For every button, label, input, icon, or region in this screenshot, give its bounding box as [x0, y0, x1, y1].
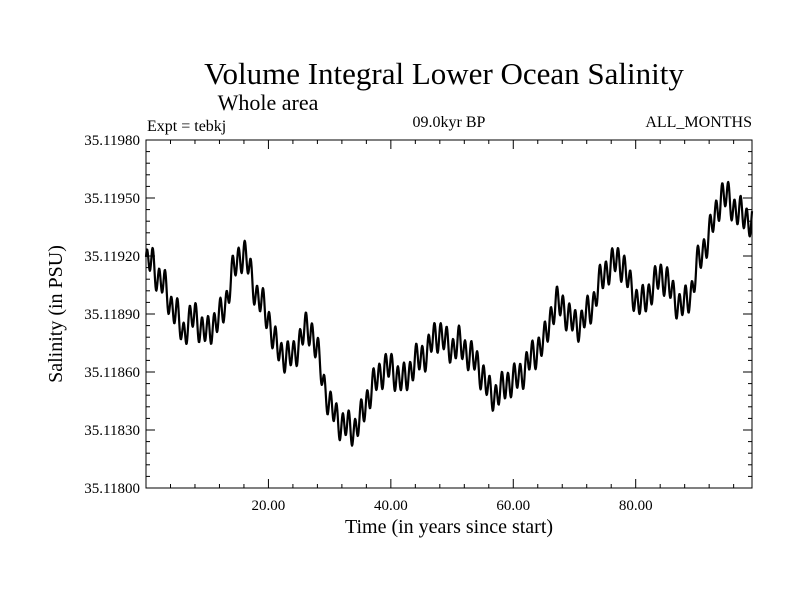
y-axis-label: Salinity (in PSU): [45, 245, 67, 383]
y-tick-label: 35.11920: [84, 249, 140, 265]
x-tick-label: 20.00: [252, 498, 286, 514]
x-tick-label: 40.00: [374, 498, 408, 514]
period-label: 09.0kyr BP: [413, 114, 486, 131]
chart-subtitle: Whole area: [218, 90, 319, 115]
x-axis-label: Time (in years since start): [345, 516, 553, 538]
y-tick-label: 35.11980: [84, 133, 140, 149]
months-label: ALL_MONTHS: [645, 114, 752, 131]
chart-title: Volume Integral Lower Ocean Salinity: [204, 56, 684, 91]
plot-area: 35.11800 35.11830 35.11860 35.11890 35.11920…: [84, 133, 754, 514]
y-tick-label: 35.11890: [84, 307, 140, 323]
y-tick-label: 35.11830: [84, 423, 140, 439]
y-tick-label: 35.11800: [84, 481, 140, 497]
experiment-label: Expt = tebkj: [147, 118, 226, 135]
series-line-salinity: [144, 180, 754, 447]
x-tick-label: 80.00: [619, 498, 653, 514]
x-tick-label: 60.00: [496, 498, 530, 514]
y-tick-label: 35.11860: [84, 365, 140, 381]
y-tick-label: 35.11950: [84, 191, 140, 207]
plot-frame: [145, 139, 753, 489]
